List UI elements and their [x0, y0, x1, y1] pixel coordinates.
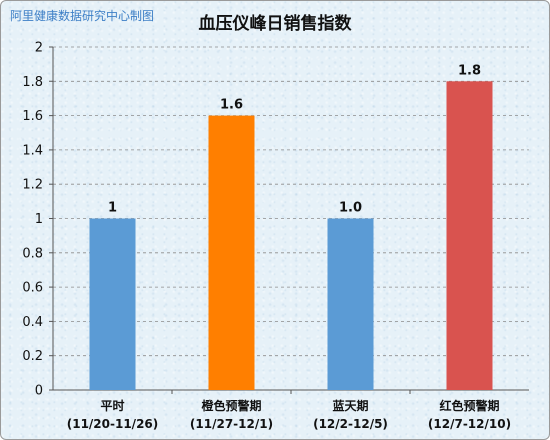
- x-tick-sublabel: (11/20-11/26): [67, 417, 159, 431]
- y-axis-ticks: 0 0.2 0.4 0.6 0.8 1 1.2 1.4 1.6 1.8 2: [22, 41, 53, 399]
- x-axis-ticks: 平时 (11/20-11/26) 橙色预警期 (11/27-12/1) 蓝天期 (12/2…: [67, 390, 511, 431]
- y-tick-label: 0: [35, 384, 43, 399]
- x-tick-sublabel: (11/27-12/1): [190, 417, 273, 431]
- bar: [208, 115, 255, 390]
- y-tick-label: 1.2: [22, 178, 43, 193]
- y-tick-label: 0.2: [22, 349, 43, 364]
- watermark-text: 阿里健康数据研究中心制图: [10, 8, 154, 23]
- y-tick-label: 1.4: [22, 143, 43, 158]
- y-tick-label: 1.8: [22, 75, 43, 90]
- y-tick-label: 2: [35, 41, 43, 56]
- x-tick-label: 平时: [100, 398, 124, 413]
- x-tick-label: 蓝天期: [332, 398, 368, 413]
- x-tick-sublabel: (12/7-12/10): [428, 417, 511, 431]
- y-tick-label: 1: [35, 212, 43, 227]
- bar: [446, 81, 493, 391]
- y-tick-label: 1.6: [22, 109, 43, 124]
- bars-group: 1 1.6 1.0 1.8: [89, 63, 493, 391]
- data-label: 1.0: [339, 201, 362, 216]
- data-label: 1.6: [220, 98, 243, 113]
- y-tick-label: 0.6: [22, 281, 43, 296]
- x-tick-sublabel: (12/2-12/5): [313, 417, 388, 431]
- y-tick-label: 0.8: [22, 246, 43, 261]
- y-tick-label: 0.4: [22, 315, 43, 330]
- x-tick-label: 红色预警期: [439, 398, 499, 413]
- bar: [89, 218, 136, 390]
- data-label: 1: [108, 201, 117, 216]
- data-label: 1.8: [458, 63, 481, 78]
- bar: [327, 218, 374, 390]
- x-tick-label: 橙色预警期: [201, 398, 261, 413]
- chart-title: 血压仪峰日销售指数: [199, 13, 353, 34]
